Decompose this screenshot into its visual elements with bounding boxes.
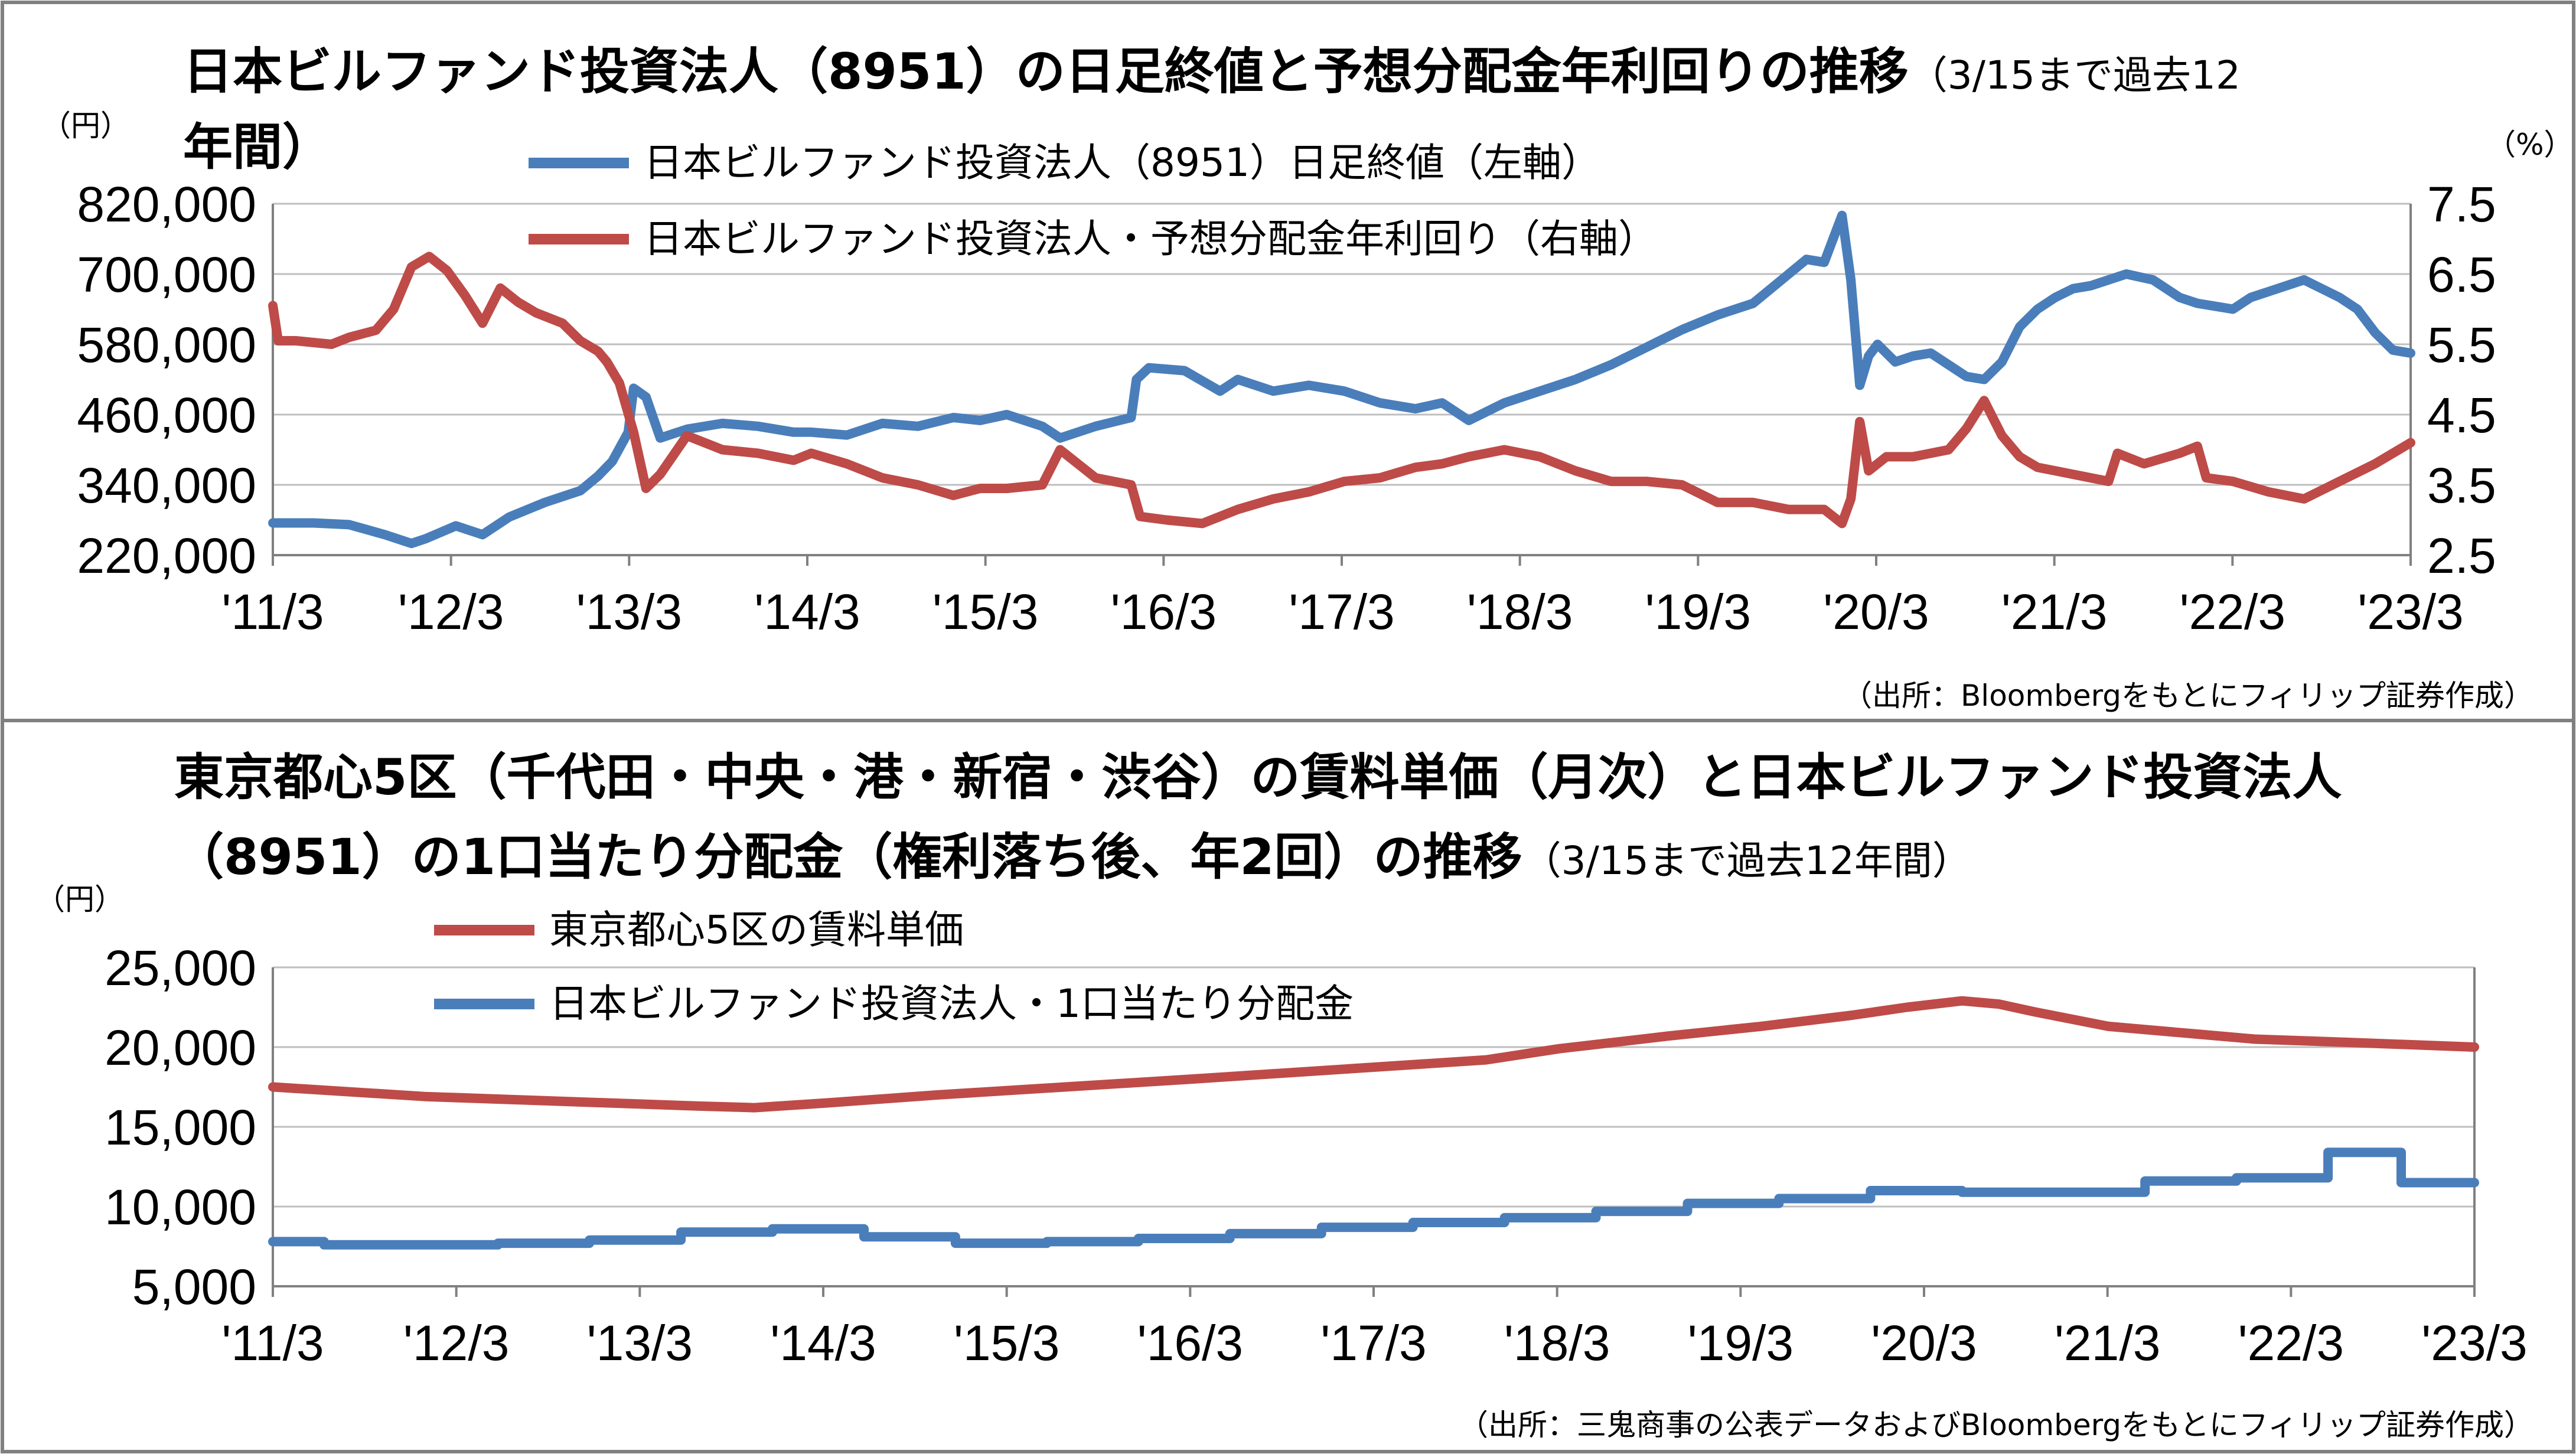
bottom-chart-title-period: （3/15まで過去12年間） bbox=[1522, 838, 1971, 884]
y-tick-label: 5,000 bbox=[132, 1259, 256, 1315]
x-tick-label: '23/3 bbox=[2357, 584, 2464, 640]
top-left-axis-unit: （円） bbox=[41, 109, 130, 143]
series-line-0 bbox=[268, 210, 2415, 549]
y-tick-label: 20,000 bbox=[105, 1020, 256, 1075]
series-line-0 bbox=[268, 996, 2479, 1113]
top-legend-label-price: 日本ビルファンド投資法人（8951）日足終値（左軸） bbox=[644, 140, 1600, 185]
bottom-y-ticks: 25,000 20,000 15,000 10,000 5,000 bbox=[105, 940, 256, 1315]
y-tick-label: 340,000 bbox=[77, 458, 256, 513]
x-tick-label: '14/3 bbox=[770, 1315, 876, 1371]
x-tick-label: '15/3 bbox=[932, 584, 1039, 640]
bottom-legend-label-dividend: 日本ビルファンド投資法人・1口当たり分配金 bbox=[549, 981, 1354, 1026]
x-tick-label: '18/3 bbox=[1467, 584, 1573, 640]
y-right-tick-label: 6.5 bbox=[2427, 247, 2496, 302]
bottom-legend: 東京都心5区の賃料単価 日本ビルファンド投資法人・1口当たり分配金 bbox=[434, 907, 1354, 1026]
y-tick-label: 15,000 bbox=[105, 1100, 256, 1155]
x-tick-label: '17/3 bbox=[1289, 584, 1395, 640]
x-tick-label: '20/3 bbox=[1871, 1315, 1977, 1371]
x-tick-label: '16/3 bbox=[1111, 584, 1217, 640]
bottom-x-ticks: '11/3 '12/3 '13/3 '14/3 '15/3 '16/3 '17/3 '18/3… bbox=[221, 1286, 2528, 1371]
top-panel-frame bbox=[1, 1, 2575, 722]
top-y-right-ticks: 7.5 6.5 5.5 4.5 3.5 2.5 bbox=[2427, 177, 2496, 583]
x-tick-label: '12/3 bbox=[403, 1315, 510, 1371]
bottom-source-note: （出所：三鬼商事の公表データおよびBloombergをもとにフィリップ証券作成） bbox=[1459, 1408, 2533, 1442]
x-tick-label: '19/3 bbox=[1688, 1315, 1794, 1371]
top-source-note: （出所：Bloombergをもとにフィリップ証券作成） bbox=[1843, 679, 2533, 713]
x-tick-label: '23/3 bbox=[2421, 1315, 2528, 1371]
y-tick-label: 460,000 bbox=[77, 387, 256, 443]
y-tick-label: 25,000 bbox=[105, 940, 256, 996]
x-tick-label: '11/3 bbox=[221, 584, 324, 640]
top-y-left-ticks: 820,000 700,000 580,000 460,000 340,000 220,0… bbox=[77, 177, 256, 583]
y-tick-label: 820,000 bbox=[77, 177, 256, 232]
top-series bbox=[268, 210, 2415, 549]
y-right-tick-label: 3.5 bbox=[2427, 458, 2496, 513]
x-tick-label: '19/3 bbox=[1645, 584, 1752, 640]
y-right-tick-label: 2.5 bbox=[2427, 528, 2496, 583]
x-tick-label: '21/3 bbox=[2055, 1315, 2161, 1371]
x-tick-label: '13/3 bbox=[576, 584, 683, 640]
y-right-tick-label: 5.5 bbox=[2427, 317, 2496, 373]
y-right-tick-label: 4.5 bbox=[2427, 387, 2496, 443]
top-x-ticks: '11/3 '12/3 '13/3 '14/3 '15/3 '16/3 '17/3 '18/3… bbox=[221, 555, 2464, 640]
x-tick-label: '17/3 bbox=[1320, 1315, 1427, 1371]
top-legend: 日本ビルファンド投資法人（8951）日足終値（左軸） 日本ビルファンド投資法人・… bbox=[529, 140, 1657, 262]
x-tick-label: '22/3 bbox=[2180, 584, 2286, 640]
bottom-chart-title-line2: （8951）の1口当たり分配金（権利落ち後、年2回）の推移（3/15まで過去12… bbox=[174, 828, 1971, 886]
series-line-1 bbox=[268, 1147, 2479, 1250]
x-tick-label: '15/3 bbox=[954, 1315, 1060, 1371]
x-tick-label: '18/3 bbox=[1504, 1315, 1610, 1371]
x-tick-label: '14/3 bbox=[754, 584, 860, 640]
top-chart-title-line1: 日本ビルファンド投資法人（8951）の日足終値と予想分配金年利回りの推移（3/1… bbox=[183, 43, 2241, 100]
y-tick-label: 220,000 bbox=[77, 528, 256, 583]
x-tick-label: '16/3 bbox=[1137, 1315, 1244, 1371]
top-chart-title-period: （3/15まで過去12 bbox=[1909, 53, 2241, 98]
top-chart: 日本ビルファンド投資法人（8951）の日足終値と予想分配金年利回りの推移（3/1… bbox=[41, 43, 2574, 713]
series-line-1 bbox=[268, 252, 2415, 529]
x-tick-label: '22/3 bbox=[2238, 1315, 2345, 1371]
bottom-chart-title-line1: 東京都心5区（千代田・中央・港・新宿・渋谷）の賃料単価（月次）と日本ビルファンド… bbox=[174, 748, 2342, 806]
y-tick-label: 580,000 bbox=[77, 317, 256, 373]
bottom-legend-label-rent: 東京都心5区の賃料単価 bbox=[549, 907, 964, 953]
x-tick-label: '11/3 bbox=[221, 1315, 324, 1371]
bottom-left-axis-unit: （円） bbox=[35, 882, 124, 917]
top-right-axis-unit: （%） bbox=[2486, 128, 2574, 162]
top-legend-label-yield: 日本ビルファンド投資法人・予想分配金年利回り（右軸） bbox=[644, 216, 1657, 262]
top-chart-title-line2: 年間） bbox=[183, 118, 332, 176]
x-tick-label: '21/3 bbox=[2001, 584, 2108, 640]
bottom-chart: 東京都心5区（千代田・中央・港・新宿・渋谷）の賃料単価（月次）と日本ビルファンド… bbox=[35, 748, 2533, 1442]
y-tick-label: 10,000 bbox=[105, 1179, 256, 1235]
x-tick-label: '12/3 bbox=[398, 584, 504, 640]
bottom-series bbox=[268, 996, 2479, 1250]
x-tick-label: '13/3 bbox=[587, 1315, 693, 1371]
y-right-tick-label: 7.5 bbox=[2427, 177, 2496, 232]
bottom-panel-frame bbox=[1, 719, 2575, 1453]
x-tick-label: '20/3 bbox=[1823, 584, 1929, 640]
y-tick-label: 700,000 bbox=[77, 247, 256, 302]
